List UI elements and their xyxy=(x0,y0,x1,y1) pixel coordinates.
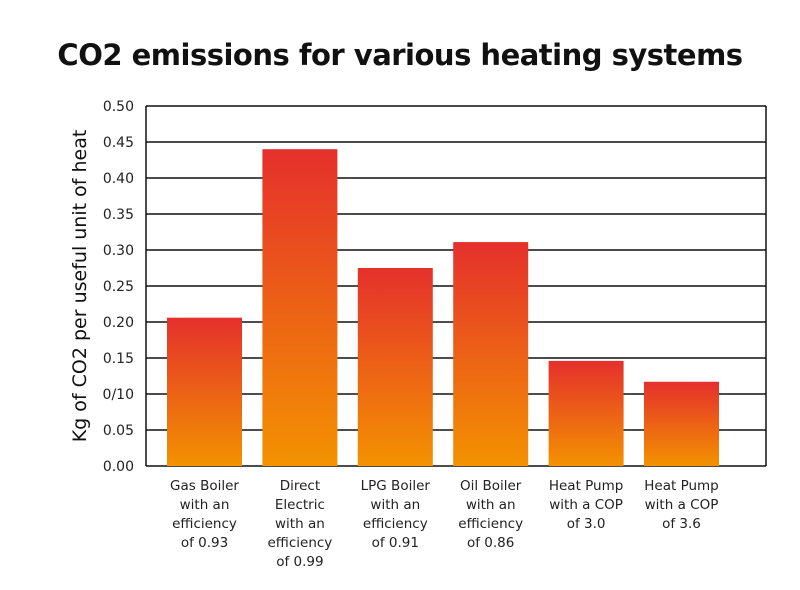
y-tick-label: 0.45 xyxy=(103,135,134,151)
y-tick-label: 0.25 xyxy=(103,279,134,295)
bar xyxy=(357,268,433,466)
bar xyxy=(262,149,338,466)
y-tick-label: 0/10 xyxy=(103,387,134,403)
x-tick-label: Gas Boiler with an efficiency of 0.93 xyxy=(170,478,239,551)
y-tick-label: 0.20 xyxy=(103,315,134,331)
x-tick-label: Direct Electric with an efficiency of 0.99 xyxy=(267,478,332,570)
bar xyxy=(644,381,719,466)
x-tick-label: Oil Boiler with an efficiency of 0.86 xyxy=(458,478,523,551)
bar xyxy=(167,317,242,466)
x-tick-label: LPG Boiler with an efficiency of 0.91 xyxy=(361,478,431,551)
y-axis-label: Kg of CO2 per useful unit of heat xyxy=(69,130,91,443)
x-tick-label: Heat Pump with a COP of 3.6 xyxy=(644,478,719,532)
x-tick-label: Heat Pump with a COP of 3.0 xyxy=(549,478,624,532)
y-tick-label: 0.40 xyxy=(103,171,134,187)
y-tick-label: 0.15 xyxy=(103,351,134,367)
chart-title: CO2 emissions for various heating system… xyxy=(57,38,743,72)
y-tick-label: 0.50 xyxy=(103,99,134,115)
y-tick-label: 0.30 xyxy=(103,243,134,259)
y-tick-label: 0.05 xyxy=(103,423,134,439)
y-tick-label: 0.00 xyxy=(103,459,134,475)
bar xyxy=(453,242,529,466)
y-tick-label: 0.35 xyxy=(103,207,134,223)
bar xyxy=(548,360,624,466)
